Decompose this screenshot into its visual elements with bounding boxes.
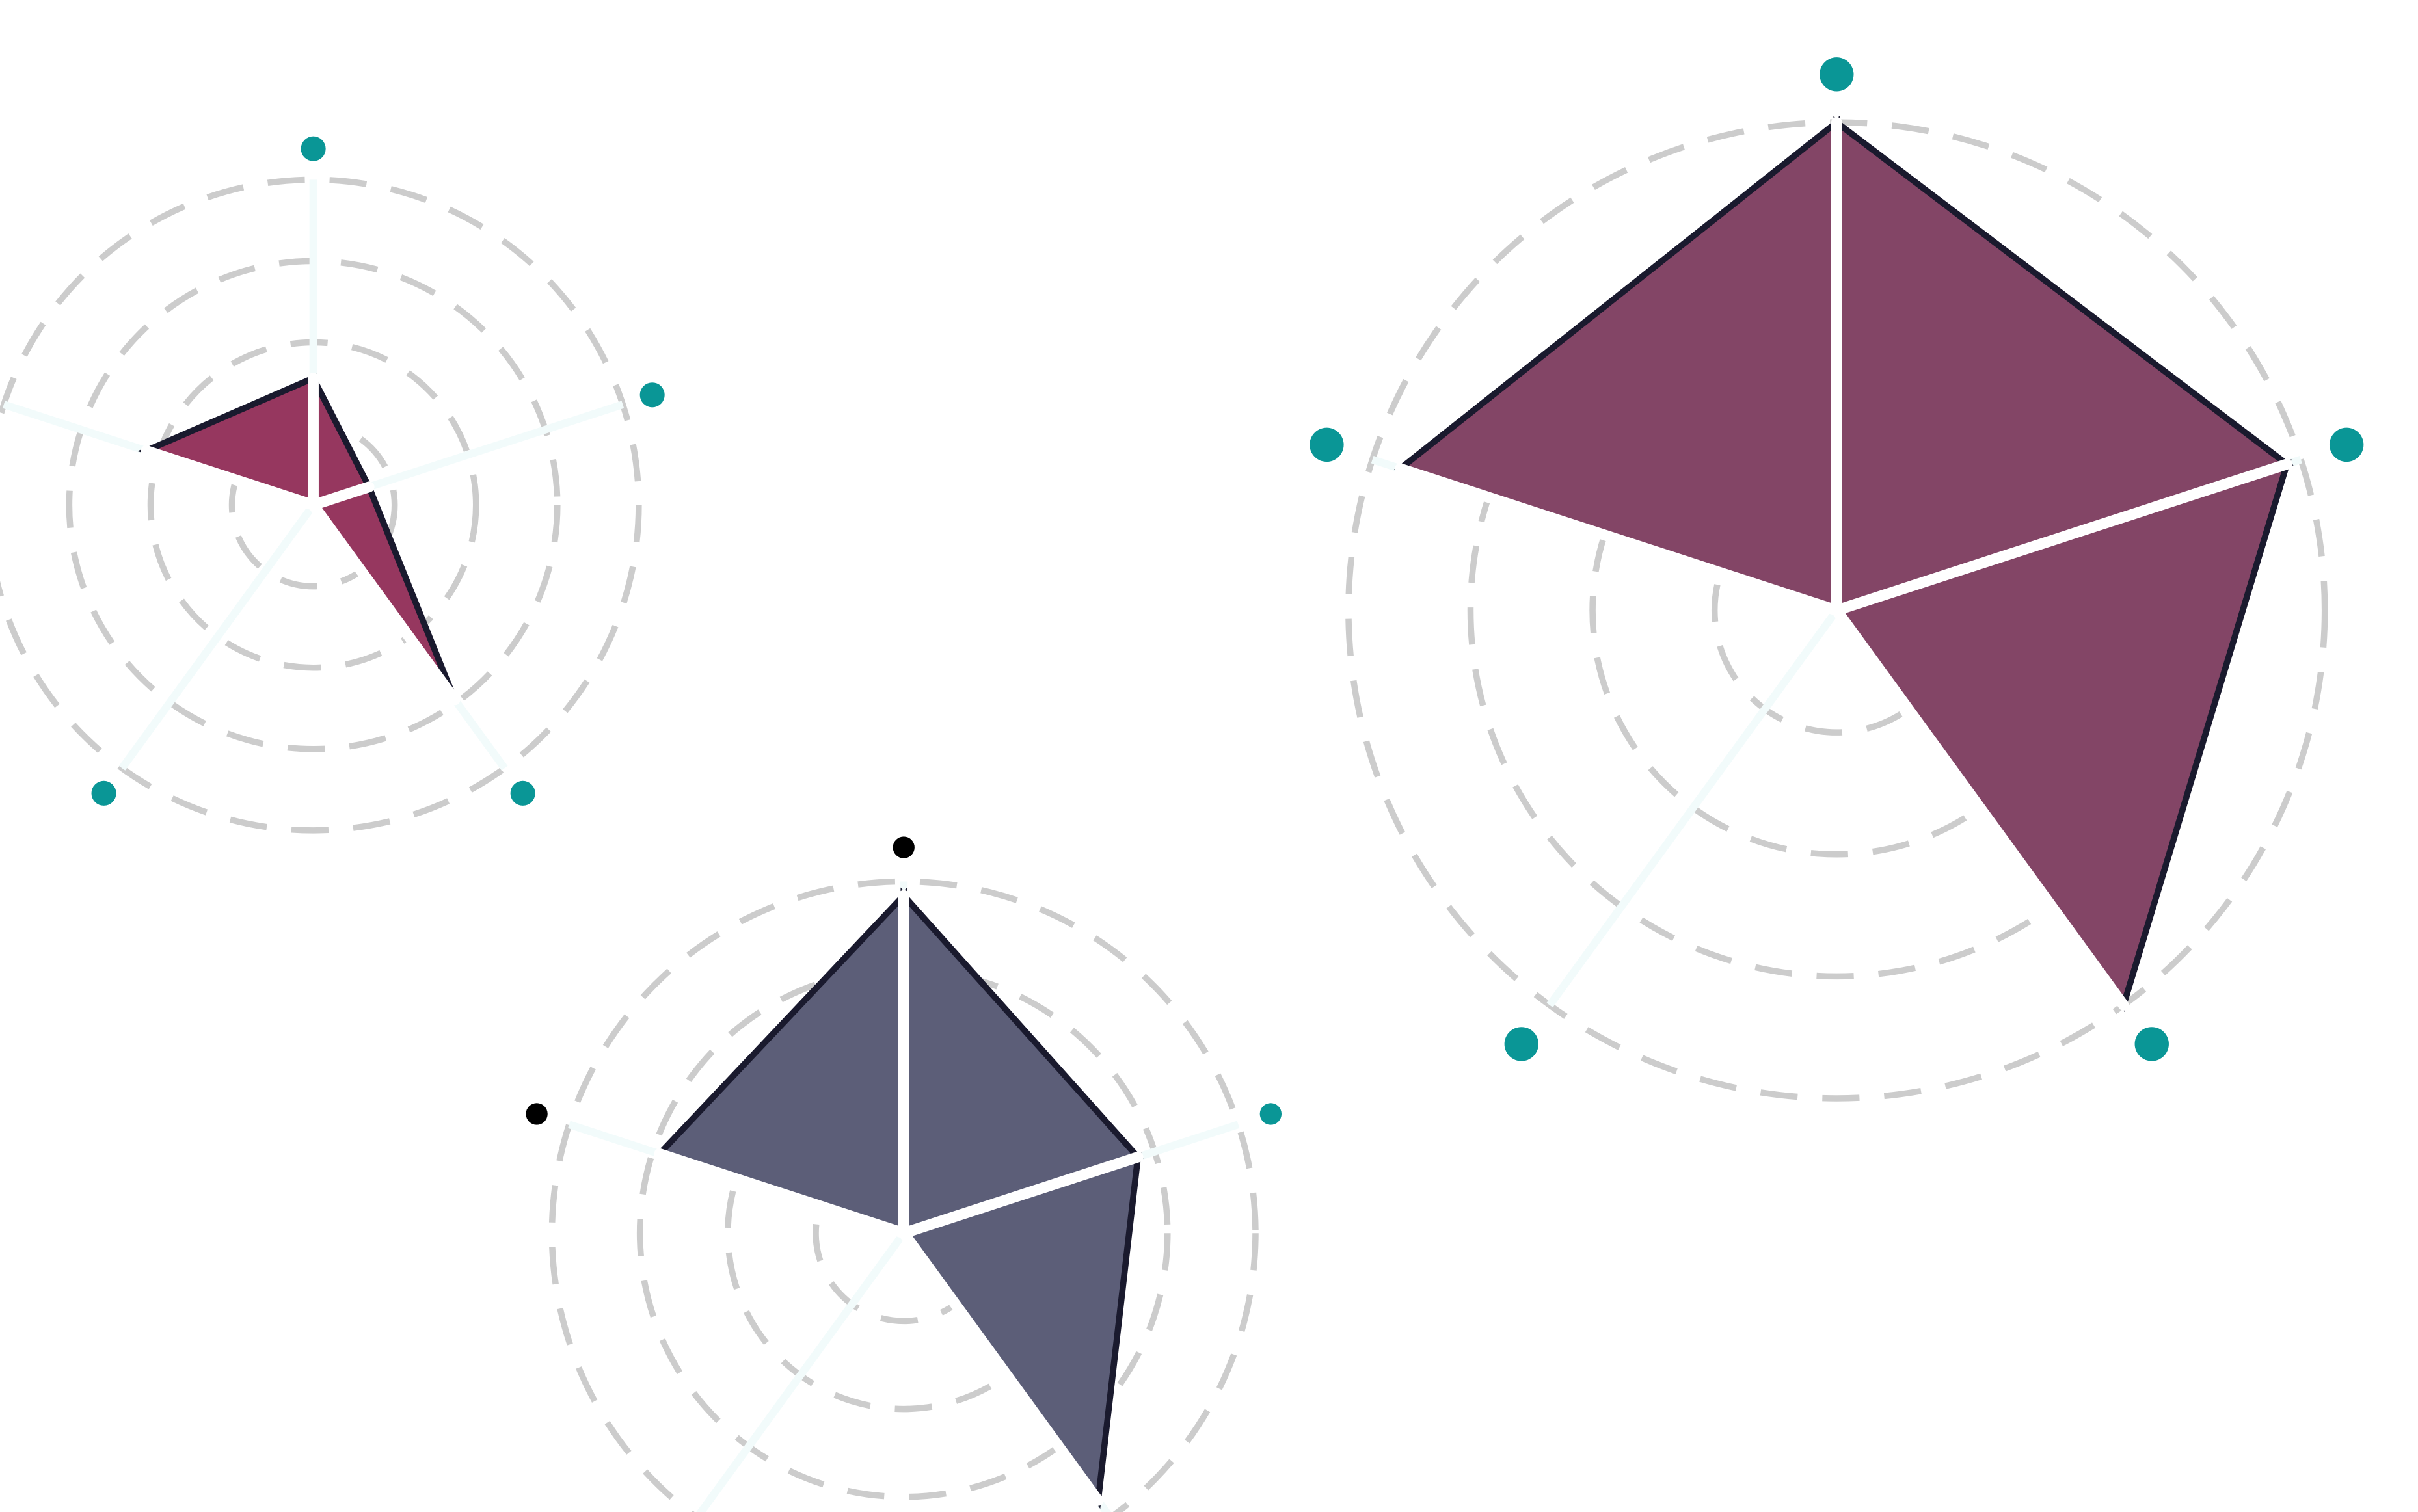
axis-marker-1 (893, 836, 915, 858)
axis-marker-4 (1504, 1027, 1539, 1061)
axis-spoke-4 (118, 503, 317, 771)
vertex-divider-5 (1395, 463, 1842, 616)
axis-marker-1 (1820, 57, 1854, 92)
radar-chart-1 (0, 136, 665, 834)
axis-marker-2 (639, 382, 665, 408)
axis-marker-5 (526, 1103, 548, 1125)
axis-spoke-4 (1546, 608, 1840, 1008)
vertex-divider-2 (1831, 458, 2292, 616)
axis-marker-4 (91, 780, 116, 806)
data-wedge-5 (137, 373, 317, 510)
axis-marker-3 (2134, 1027, 2169, 1061)
axis-marker-2 (1259, 1103, 1282, 1125)
axis-marker-2 (2329, 427, 2364, 462)
axis-spoke-4 (696, 1230, 907, 1512)
radar-chart-2 (526, 836, 1282, 1512)
vertex-divider-3 (1831, 605, 2129, 1011)
vertex-divider-5 (141, 445, 319, 511)
vertex-divider-3 (898, 1227, 1104, 1506)
vertex-divider-5 (654, 1148, 909, 1239)
vertex-divider-3 (308, 499, 461, 706)
grid-ring-4 (548, 878, 1259, 1512)
vertex-divider-2 (898, 1151, 1144, 1239)
radar-chart-3 (1310, 57, 2364, 1102)
axis-marker-1 (301, 136, 326, 161)
axis-marker-5 (1310, 427, 1344, 462)
grid-ring-4 (0, 176, 642, 834)
vertex-divider-2 (308, 481, 375, 511)
axis-marker-3 (510, 780, 535, 806)
